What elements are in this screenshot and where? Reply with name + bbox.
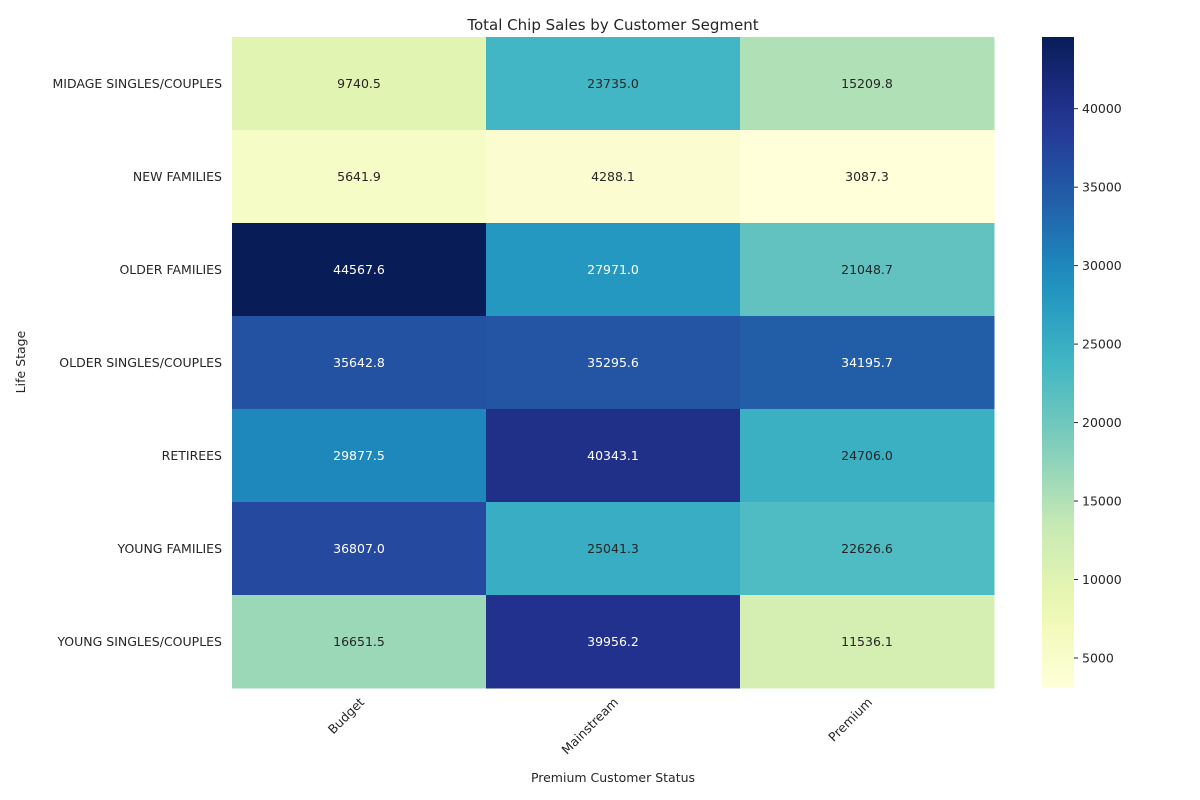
heatmap-cell-value: 25041.3 bbox=[587, 541, 639, 556]
colorbar-tick-label: 20000 bbox=[1082, 415, 1122, 430]
heatmap-cell-value: 9740.5 bbox=[337, 76, 381, 91]
x-tick-label: Premium bbox=[825, 695, 875, 745]
heatmap-cell bbox=[486, 409, 741, 503]
heatmap-cell bbox=[232, 502, 487, 596]
heatmap-cell bbox=[740, 223, 995, 317]
y-axis-label: Life Stage bbox=[13, 330, 28, 393]
heatmap-cell bbox=[740, 130, 995, 224]
colorbar-tick-label: 30000 bbox=[1082, 258, 1122, 273]
heatmap-cell-value: 35295.6 bbox=[587, 355, 639, 370]
y-axis-tick-labels: MIDAGE SINGLES/COUPLES NEW FAMILIES OLDER … bbox=[53, 76, 223, 649]
heatmap-cell bbox=[740, 595, 995, 689]
heatmap-cell bbox=[486, 37, 741, 131]
heatmap-cell bbox=[232, 595, 487, 689]
heatmap-cell bbox=[740, 502, 995, 596]
colorbar-tick-label: 25000 bbox=[1082, 337, 1122, 352]
heatmap-cell-value: 11536.1 bbox=[841, 634, 893, 649]
chart-title: Total Chip Sales by Customer Segment bbox=[466, 16, 758, 34]
heatmap-cell-value: 15209.8 bbox=[841, 76, 893, 91]
colorbar-tick-label: 40000 bbox=[1082, 101, 1122, 116]
heatmap-cell bbox=[232, 130, 487, 224]
colorbar-tick-label: 15000 bbox=[1082, 494, 1122, 509]
heatmap-cell bbox=[232, 223, 487, 317]
heatmap-cell bbox=[486, 595, 741, 689]
heatmap-cell-value: 29877.5 bbox=[333, 448, 385, 463]
y-tick-label: OLDER FAMILIES bbox=[119, 262, 222, 277]
heatmap-cell bbox=[740, 409, 995, 503]
heatmap-cell-value: 4288.1 bbox=[591, 169, 635, 184]
x-tick-label: Mainstream bbox=[558, 695, 621, 758]
heatmap-cell-value: 36807.0 bbox=[333, 541, 385, 556]
heatmap-cell bbox=[740, 37, 995, 131]
heatmap-cell bbox=[232, 409, 487, 503]
heatmap-cell bbox=[486, 502, 741, 596]
heatmap-cell-value: 5641.9 bbox=[337, 169, 381, 184]
heatmap-cell bbox=[486, 130, 741, 224]
y-tick-label: RETIREES bbox=[162, 448, 222, 463]
heatmap-cell-value: 21048.7 bbox=[841, 262, 893, 277]
y-tick-label: OLDER SINGLES/COUPLES bbox=[59, 355, 222, 370]
heatmap-cell bbox=[232, 37, 487, 131]
colorbar-tick-label: 10000 bbox=[1082, 572, 1122, 587]
y-tick-label: NEW FAMILIES bbox=[133, 169, 222, 184]
heatmap-cell-value: 3087.3 bbox=[845, 169, 889, 184]
heatmap-cell bbox=[740, 316, 995, 410]
heatmap-cell-value: 24706.0 bbox=[841, 448, 893, 463]
y-tick-label: MIDAGE SINGLES/COUPLES bbox=[53, 76, 223, 91]
colorbar-gradient bbox=[1042, 37, 1074, 688]
y-tick-label: YOUNG FAMILIES bbox=[117, 541, 223, 556]
heatmap-cell bbox=[232, 316, 487, 410]
heatmap-cell-value: 34195.7 bbox=[841, 355, 893, 370]
x-axis-tick-labels: Budget Mainstream Premium bbox=[325, 694, 875, 757]
heatmap-cell-value: 27971.0 bbox=[587, 262, 639, 277]
heatmap-cell-value: 22626.6 bbox=[841, 541, 893, 556]
colorbar-tick-label: 35000 bbox=[1082, 180, 1122, 195]
heatmap-cells bbox=[232, 37, 995, 689]
x-axis-label: Premium Customer Status bbox=[531, 770, 695, 785]
colorbar: 5000 10000 15000 20000 25000 30000 35000 40000 bbox=[1042, 37, 1122, 688]
colorbar-tick-labels: 5000 10000 15000 20000 25000 30000 35000 40000 bbox=[1074, 101, 1122, 665]
x-tick-label: Budget bbox=[325, 694, 367, 736]
heatmap-cell-labels: 9740.5 23735.0 15209.8 5641.9 4288.1 3087.3 44… bbox=[333, 76, 893, 649]
heatmap-cell-value: 23735.0 bbox=[587, 76, 639, 91]
heatmap-cell-value: 39956.2 bbox=[587, 634, 639, 649]
heatmap-cell-value: 16651.5 bbox=[333, 634, 385, 649]
heatmap-cell-value: 35642.8 bbox=[333, 355, 385, 370]
heatmap-cell bbox=[486, 223, 741, 317]
heatmap-cell bbox=[486, 316, 741, 410]
y-tick-label: YOUNG SINGLES/COUPLES bbox=[56, 634, 222, 649]
heatmap-cell-value: 40343.1 bbox=[587, 448, 639, 463]
colorbar-tick-label: 5000 bbox=[1082, 650, 1114, 665]
heatmap-cell-value: 44567.6 bbox=[333, 262, 385, 277]
